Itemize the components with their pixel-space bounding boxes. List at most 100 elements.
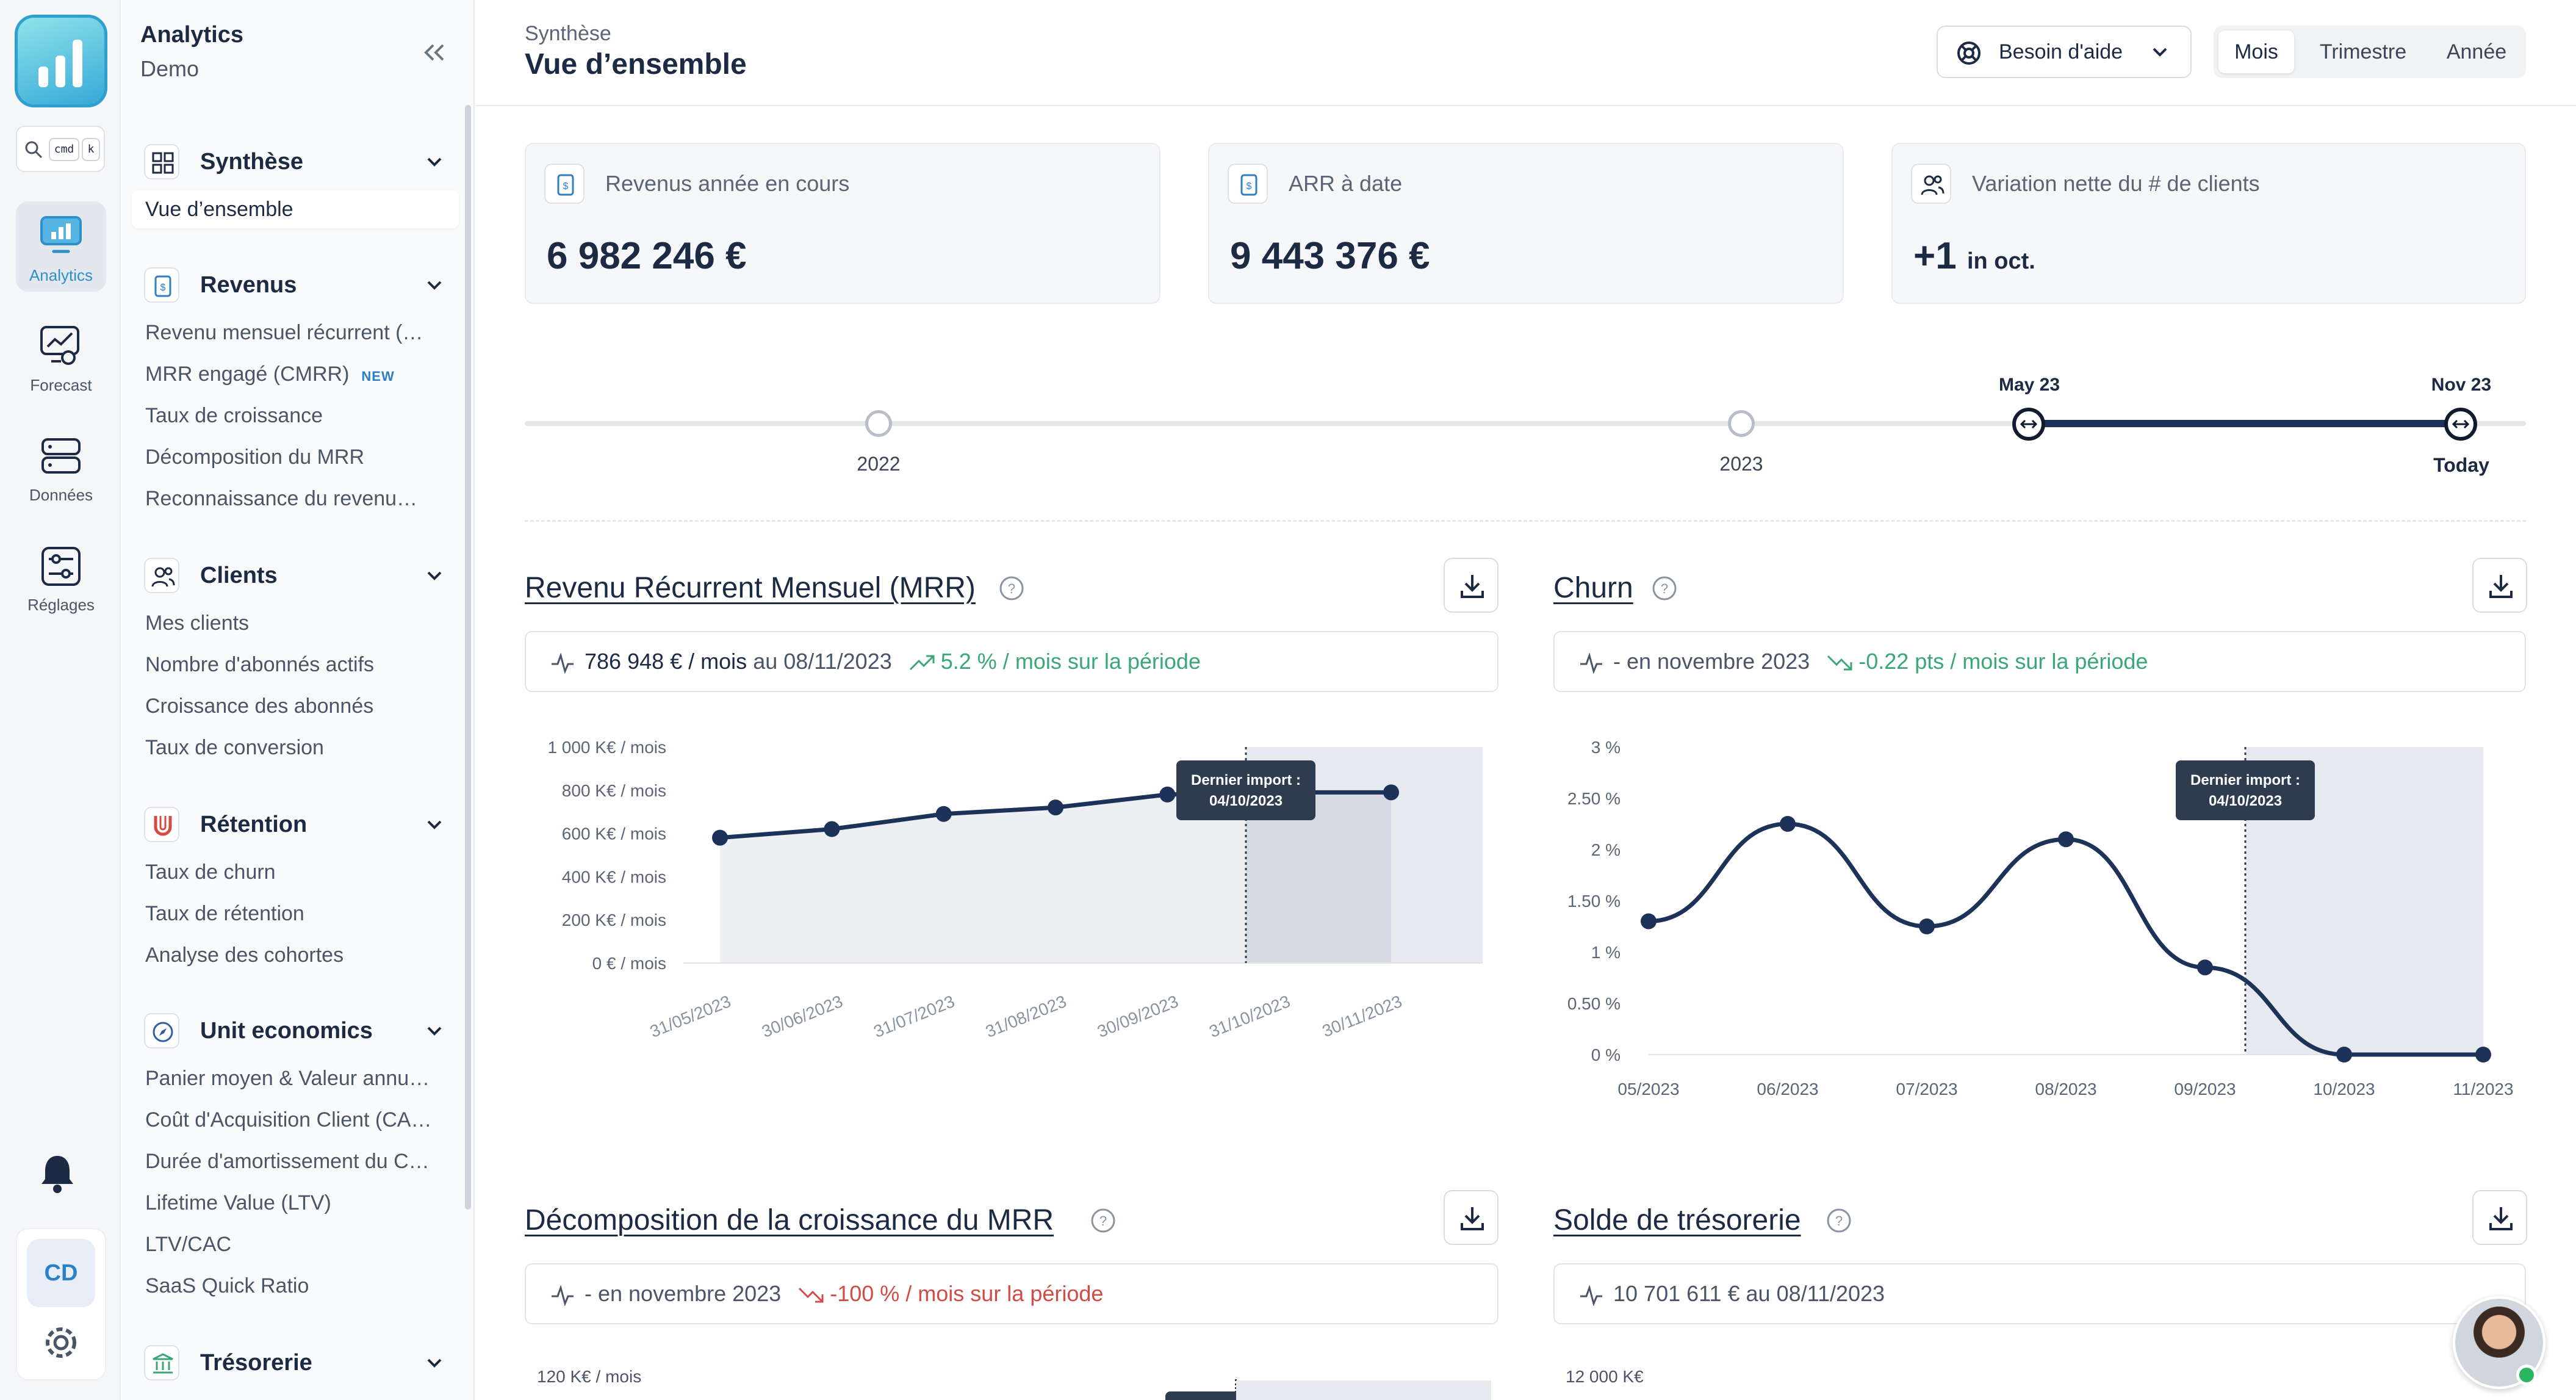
timeline-track[interactable] <box>525 421 2526 426</box>
kpi-revenus-annee: $ Revenus année en cours 6 982 246 € <box>525 143 1160 304</box>
x-tick-label: 07/2023 <box>1896 1080 1957 1099</box>
x-tick-label: 05/2023 <box>1617 1080 1679 1099</box>
section-clients[interactable]: Clients <box>144 558 449 594</box>
pulse-icon <box>1580 653 1602 674</box>
sidebar: Analytics Demo Synthèse Vue d’ensemble $… <box>122 0 475 1400</box>
kpi-label: ARR à date <box>1289 171 1403 196</box>
nav-cac[interactable]: Coût d'Acquisition Client (CA… <box>145 1108 432 1131</box>
decomp-stat: - en novembre 2023 -100 % / mois sur la p… <box>585 1265 1103 1323</box>
nav-cohortes[interactable]: Analyse des cohortes <box>145 944 344 967</box>
churn-stat-value: - en novembre 2023 <box>1613 649 1810 674</box>
nav-mrr[interactable]: Revenu mensuel récurrent (… <box>145 321 423 344</box>
import-tooltip <box>1176 760 1315 820</box>
rail-forecast[interactable]: Forecast <box>16 311 106 402</box>
churn-chart-title[interactable]: Churn <box>1553 572 1633 604</box>
data-point <box>824 821 840 837</box>
timeline-selected-range[interactable] <box>2029 420 2460 427</box>
nav-decomposition-mrr[interactable]: Décomposition du MRR <box>145 446 365 469</box>
timeline-start-handle[interactable] <box>2012 408 2045 441</box>
nav-taux-conversion[interactable]: Taux de conversion <box>145 736 324 759</box>
nav-panier-moyen[interactable]: Panier moyen & Valeur annu… <box>145 1067 430 1090</box>
data-point <box>935 806 952 822</box>
nav-taux-churn[interactable]: Taux de churn <box>145 861 276 884</box>
nav-amortissement[interactable]: Durée d'amortissement du C… <box>145 1150 430 1173</box>
timeline-end-handle[interactable] <box>2444 408 2477 441</box>
section-retention[interactable]: Rétention <box>144 807 449 843</box>
import-tooltip-date: 04/10/2023 <box>1209 793 1283 809</box>
rail-reglages[interactable]: Réglages <box>16 531 106 621</box>
svg-text:?: ? <box>1835 1213 1843 1229</box>
nav-ltv-cac[interactable]: LTV/CAC <box>145 1233 232 1256</box>
x-tick-label: 31/10/2023 <box>1206 992 1293 1041</box>
decomp-import-line <box>1235 1379 1237 1400</box>
help-label: Besoin d'aide <box>1999 40 2123 63</box>
svg-text:$: $ <box>160 283 166 293</box>
timeline-start-label: May 23 <box>1998 375 2060 395</box>
section-synthese[interactable]: Synthèse <box>144 144 449 181</box>
nav-abonnes-actifs[interactable]: Nombre d'abonnés actifs <box>145 653 375 676</box>
help-icon[interactable]: ? <box>998 575 1025 602</box>
collapse-sidebar-icon[interactable] <box>421 40 448 65</box>
y-tick-label: 0 % <box>1591 1045 1621 1064</box>
magnet-icon <box>144 807 179 842</box>
y-tick-label: 1.50 % <box>1567 892 1621 911</box>
x-tick-label: 30/09/2023 <box>1095 992 1181 1041</box>
kpi-value: 9 443 376 € <box>1230 235 1430 277</box>
download-icon <box>2489 575 2513 598</box>
timeline-year-marker[interactable] <box>1728 410 1755 437</box>
section-tresorerie[interactable]: Trésorerie <box>144 1345 449 1382</box>
period-trimestre[interactable]: Trimestre <box>2319 40 2407 63</box>
invoice-icon: $ <box>1228 164 1268 204</box>
gear-icon[interactable] <box>38 1319 84 1366</box>
bell-icon[interactable] <box>38 1152 77 1195</box>
cash-chart-title[interactable]: Solde de trésorerie <box>1553 1204 1801 1236</box>
decomp-download-button[interactable] <box>1444 1190 1498 1245</box>
x-tick-label: 11/2023 <box>2453 1080 2513 1099</box>
kpi-variation-clients: Variation nette du # de clients +1 in oc… <box>1891 143 2526 304</box>
nav-mes-clients[interactable]: Mes clients <box>145 612 250 635</box>
help-dropdown[interactable]: Besoin d'aide <box>1937 26 2192 78</box>
period-mois[interactable]: Mois <box>2218 31 2294 73</box>
rail-donnees[interactable]: Données <box>16 421 106 511</box>
nav-vue-ensemble[interactable]: Vue d’ensemble <box>132 190 459 228</box>
nav-label: MRR engagé (CMRR) <box>145 363 350 386</box>
nav-croissance-abonnes[interactable]: Croissance des abonnés <box>145 695 374 718</box>
cmd-key: cmd <box>49 138 79 161</box>
rail-label: Réglages <box>27 596 95 614</box>
help-icon[interactable]: ? <box>1826 1207 1852 1234</box>
y-tick-label: 800 K€ / mois <box>562 781 666 800</box>
nav-reconnaissance[interactable]: Reconnaissance du revenu… <box>145 487 418 510</box>
online-status-dot <box>2516 1365 2537 1385</box>
import-tooltip-title: Dernier import : <box>2190 772 2300 788</box>
period-annee[interactable]: Année <box>2446 40 2507 63</box>
sidebar-scrollbar[interactable] <box>465 105 471 1210</box>
mrr-download-button[interactable] <box>1444 558 1498 613</box>
nav-ltv[interactable]: Lifetime Value (LTV) <box>145 1191 331 1214</box>
nav-taux-croissance[interactable]: Taux de croissance <box>145 404 323 427</box>
churn-stat-box: - en novembre 2023 -0.22 pts / mois sur l… <box>1553 631 2526 692</box>
workspace-subtitle: Demo <box>140 56 200 81</box>
decomp-chart-title[interactable]: Décomposition de la croissance du MRR <box>525 1204 1054 1236</box>
lifebuoy-icon <box>1957 41 1981 65</box>
nav-taux-retention[interactable]: Taux de rétention <box>145 902 304 925</box>
timeline-year-marker[interactable] <box>865 410 892 437</box>
nav-quick-ratio[interactable]: SaaS Quick Ratio <box>145 1274 309 1297</box>
rail-analytics[interactable]: Analytics <box>16 201 106 292</box>
user-avatar[interactable]: CD <box>27 1239 95 1307</box>
help-icon[interactable]: ? <box>1090 1207 1117 1234</box>
rail-label: Analytics <box>29 266 93 284</box>
kpi-number: +1 <box>1913 235 1957 277</box>
command-search[interactable]: cmd k <box>16 126 105 172</box>
series-area <box>720 792 1391 963</box>
churn-download-button[interactable] <box>2472 558 2527 613</box>
y-tick-label: 2 % <box>1591 840 1621 859</box>
k-key: k <box>82 138 100 161</box>
nav-cmrr[interactable]: MRR engagé (CMRR) NEW <box>145 355 458 393</box>
cash-download-button[interactable] <box>2472 1190 2527 1245</box>
app-rail: cmd k Analytics Forecast Données <box>0 0 121 1400</box>
section-revenus[interactable]: $ Revenus <box>144 267 449 304</box>
analytics-logo[interactable] <box>15 15 107 107</box>
help-icon[interactable]: ? <box>1651 575 1678 602</box>
section-unit-economics[interactable]: Unit economics <box>144 1013 449 1050</box>
mrr-chart-title[interactable]: Revenu Récurrent Mensuel (MRR) <box>525 572 976 604</box>
